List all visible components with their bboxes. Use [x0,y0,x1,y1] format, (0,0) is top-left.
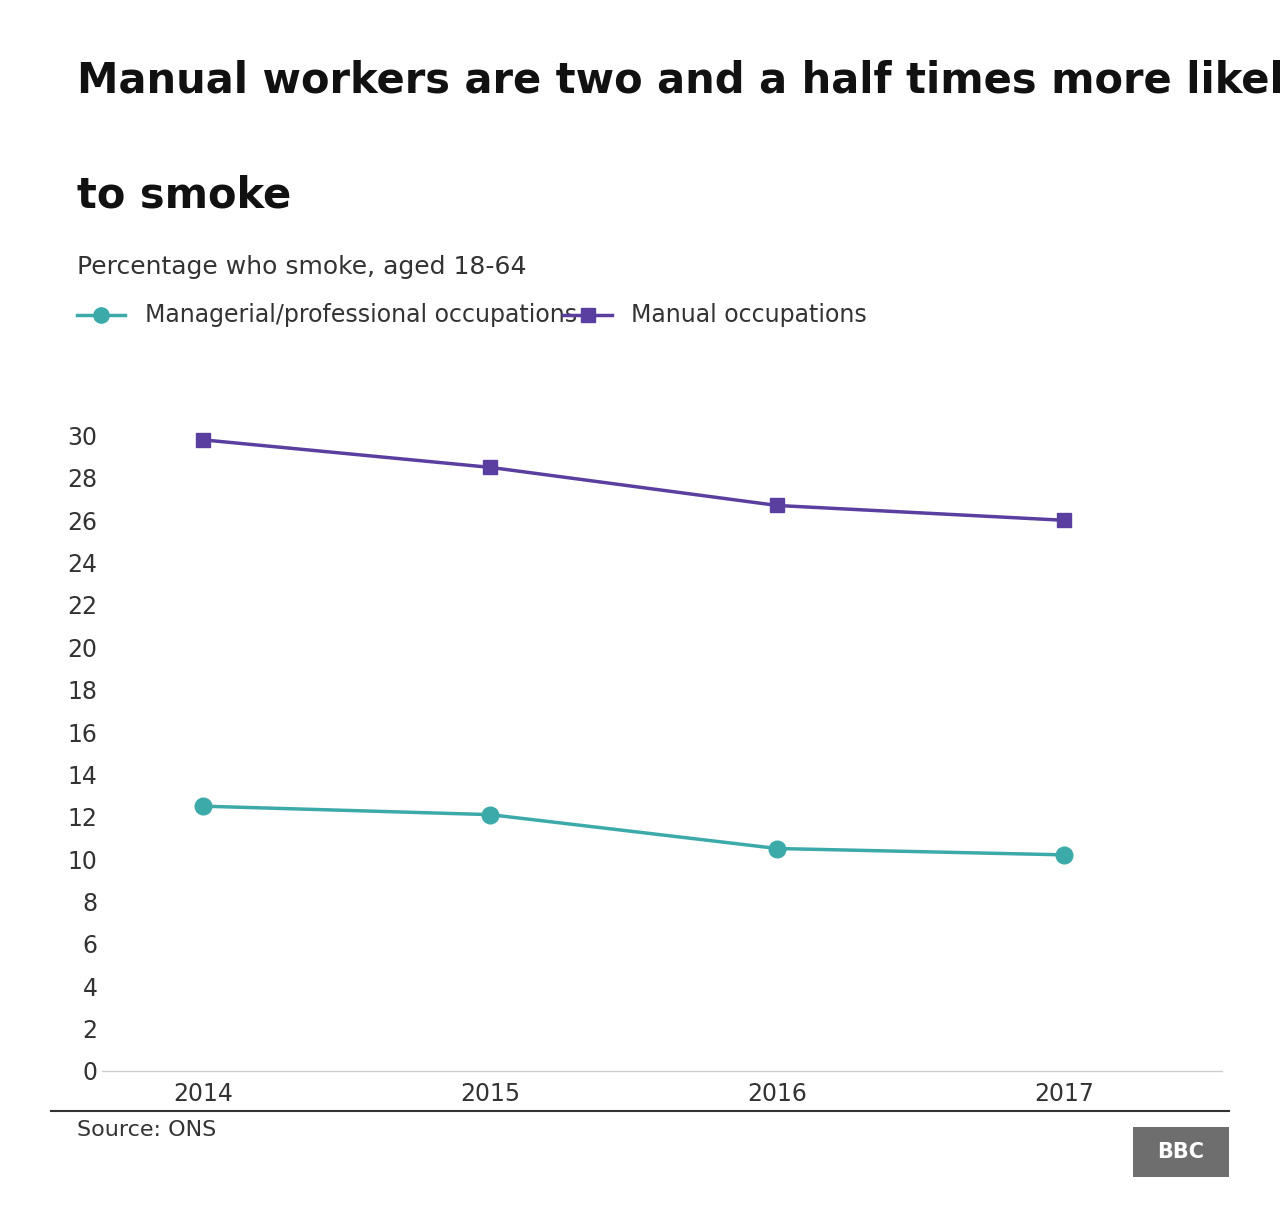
Text: BBC: BBC [1157,1142,1204,1162]
Text: Source: ONS: Source: ONS [77,1120,216,1141]
Text: Managerial/professional occupations: Managerial/professional occupations [145,302,577,327]
Text: Percentage who smoke, aged 18-64: Percentage who smoke, aged 18-64 [77,255,526,280]
Text: to smoke: to smoke [77,175,291,217]
Text: Manual workers are two and a half times more likely: Manual workers are two and a half times … [77,60,1280,102]
Text: Manual occupations: Manual occupations [631,302,867,327]
